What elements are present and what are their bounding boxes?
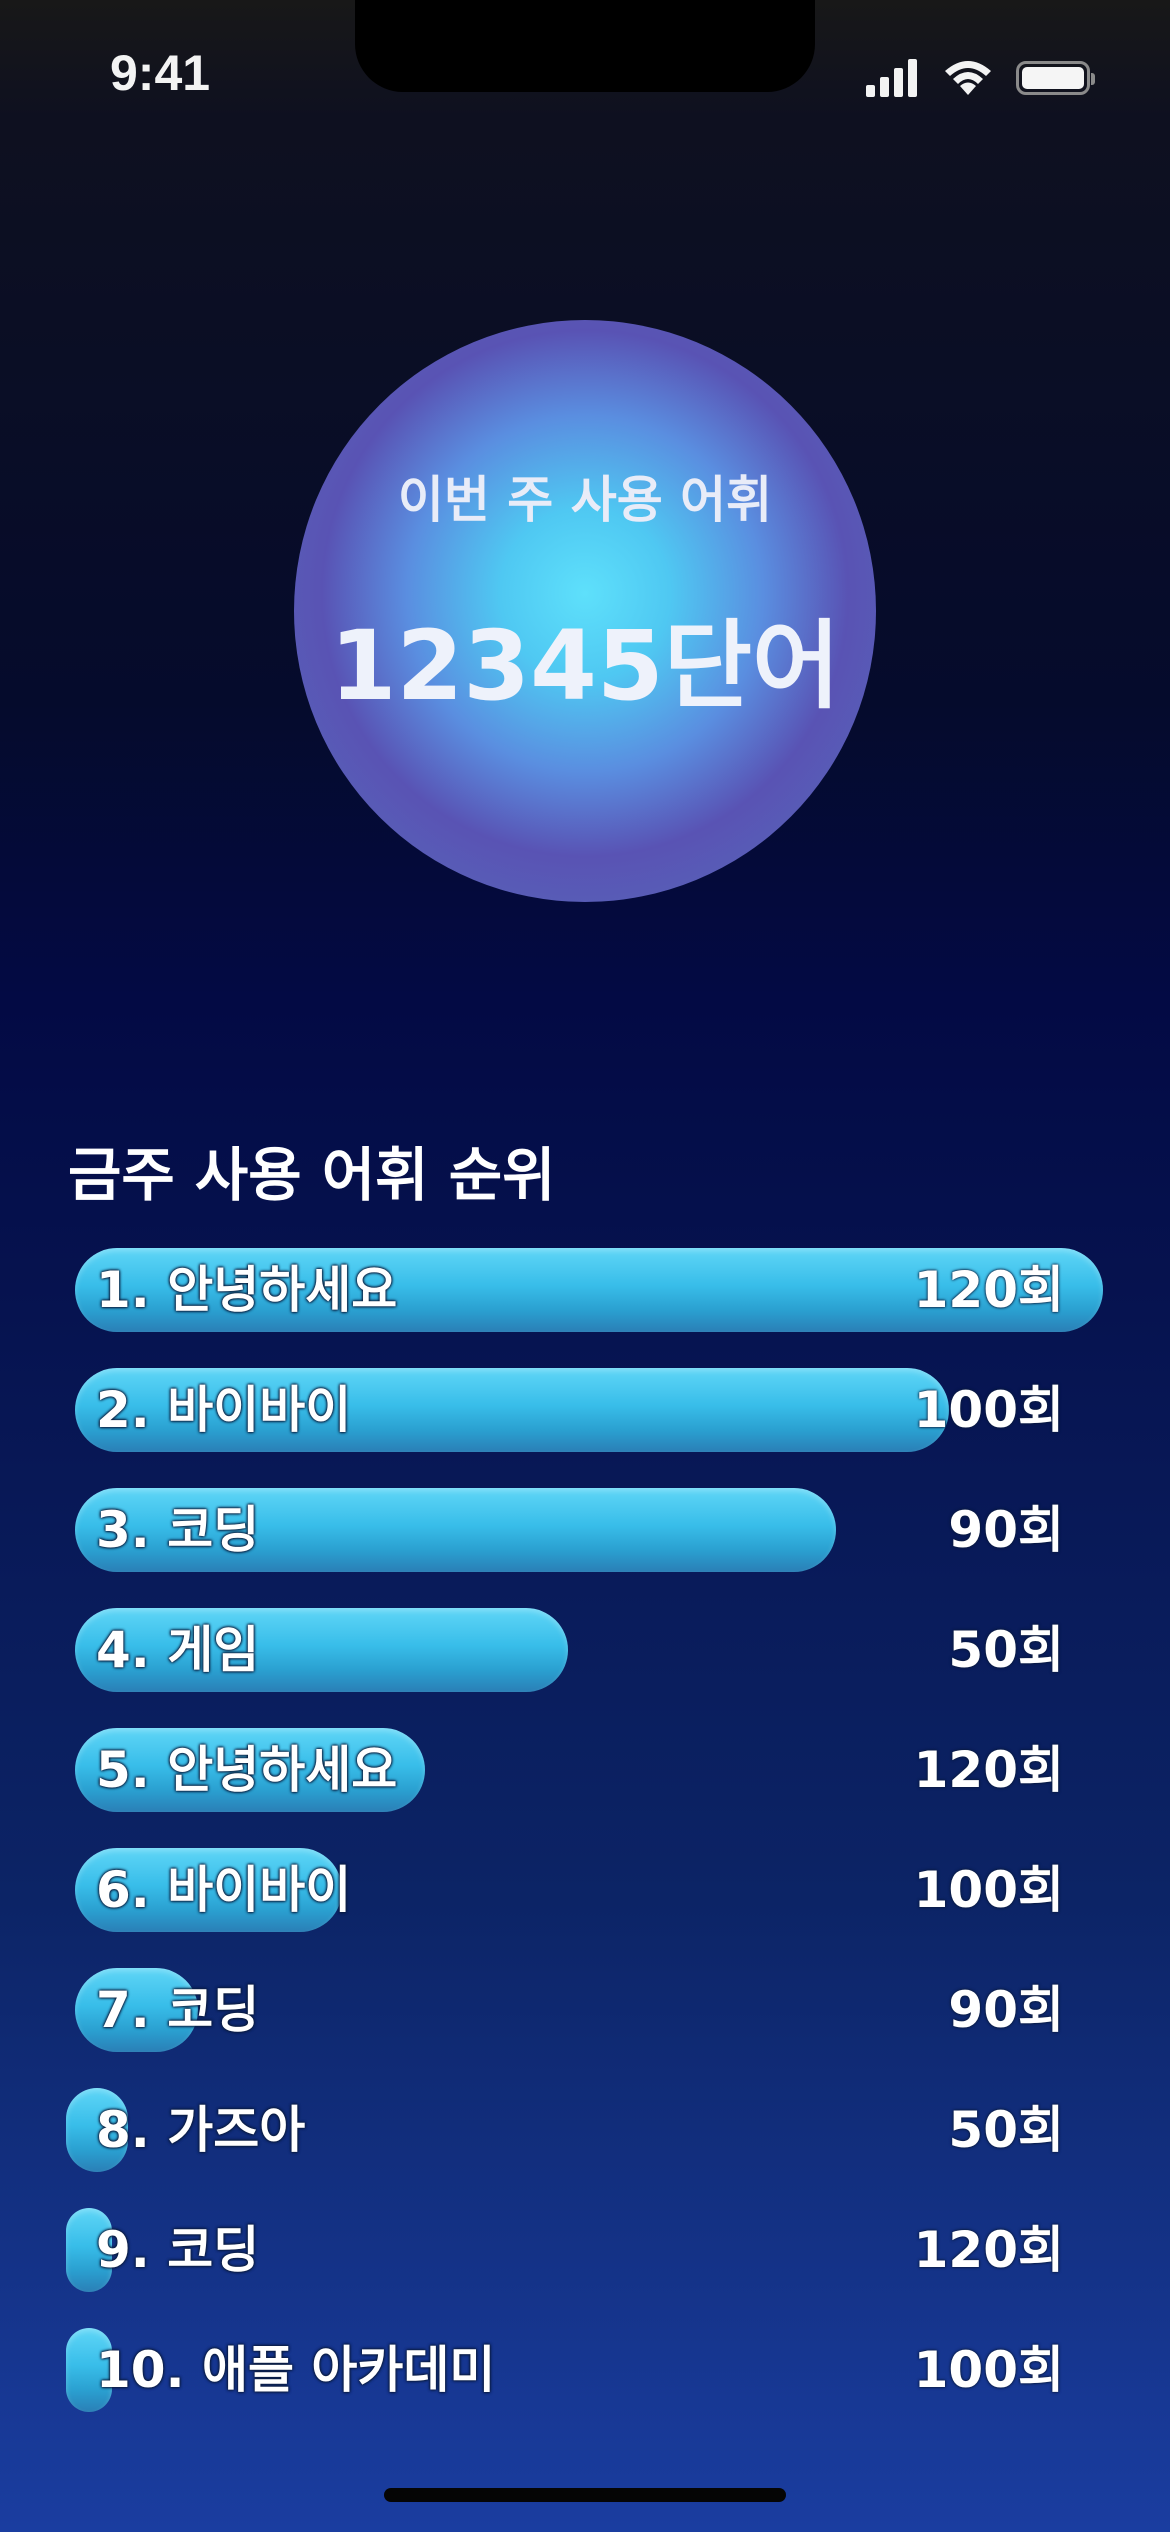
ranking-bar (66, 2328, 112, 2412)
ranking-row[interactable]: 7. 코딩 90회 (0, 1968, 1170, 2052)
ranking-row[interactable]: 1. 안녕하세요 120회 (0, 1248, 1170, 1332)
ranking-row[interactable]: 9. 코딩 120회 (0, 2208, 1170, 2292)
ranking-title: 금주 사용 어휘 순위 (68, 1141, 556, 1209)
ranking-bar (75, 1848, 342, 1932)
ranking-word-label: 1. 안녕하세요 (96, 1261, 398, 1319)
ranking-bar (66, 2088, 128, 2172)
ranking-bar (75, 1968, 198, 2052)
ranking-count: 90회 (948, 1501, 1064, 1559)
ranking-word-label: 7. 코딩 (96, 1981, 260, 2039)
status-icons (866, 58, 1095, 98)
ranking-bar (75, 1488, 836, 1572)
ranking-count: 100회 (913, 2341, 1064, 2399)
weekly-vocabulary-label: 이번 주 사용 어휘 (397, 471, 773, 529)
ranking-count: 50회 (948, 1621, 1064, 1679)
cellular-signal-icon (866, 59, 917, 97)
status-bar: 9:41 (0, 0, 1170, 140)
ranking-row[interactable]: 6. 바이바이 100회 (0, 1848, 1170, 1932)
ranking-word-label: 3. 코딩 (96, 1501, 260, 1559)
ranking-bar (75, 1248, 1103, 1332)
battery-icon (1016, 61, 1095, 95)
ranking-count: 120회 (913, 2221, 1064, 2279)
wifi-icon (945, 61, 991, 95)
ranking-row[interactable]: 4. 게임 50회 (0, 1608, 1170, 1692)
ranking-word-label: 9. 코딩 (96, 2221, 260, 2279)
weekly-vocabulary-count: 12345단어 (329, 610, 841, 722)
status-time: 9:41 (110, 45, 211, 101)
ranking-row[interactable]: 2. 바이바이 100회 (0, 1368, 1170, 1452)
ranking-word-label: 4. 게임 (96, 1621, 260, 1679)
ranking-row[interactable]: 3. 코딩 90회 (0, 1488, 1170, 1572)
ranking-row[interactable]: 8. 가즈아 50회 (0, 2088, 1170, 2172)
device-notch (355, 0, 815, 92)
home-indicator[interactable] (384, 2488, 786, 2502)
ranking-row[interactable]: 5. 안녕하세요 120회 (0, 1728, 1170, 1812)
ranking-bar (75, 1728, 425, 1812)
ranking-word-label: 2. 바이바이 (96, 1381, 352, 1439)
ranking-count: 90회 (948, 1981, 1064, 2039)
ranking-count: 120회 (913, 1261, 1064, 1319)
ranking-count: 100회 (913, 1381, 1064, 1439)
weekly-vocabulary-orb: 이번 주 사용 어휘 12345단어 (294, 320, 876, 902)
ranking-bar (66, 2208, 112, 2292)
ranking-count: 100회 (913, 1861, 1064, 1919)
ranking-row[interactable]: 10. 애플 아카데미 100회 (0, 2328, 1170, 2412)
ranking-word-label: 10. 애플 아카데미 (96, 2341, 496, 2399)
ranking-count: 50회 (948, 2101, 1064, 2159)
ranking-word-label: 8. 가즈아 (96, 2101, 306, 2159)
ranking-count: 120회 (913, 1741, 1064, 1799)
ranking-word-label: 6. 바이바이 (96, 1861, 352, 1919)
ranking-word-label: 5. 안녕하세요 (96, 1741, 398, 1799)
ranking-bar (75, 1608, 568, 1692)
ranking-bar (75, 1368, 949, 1452)
